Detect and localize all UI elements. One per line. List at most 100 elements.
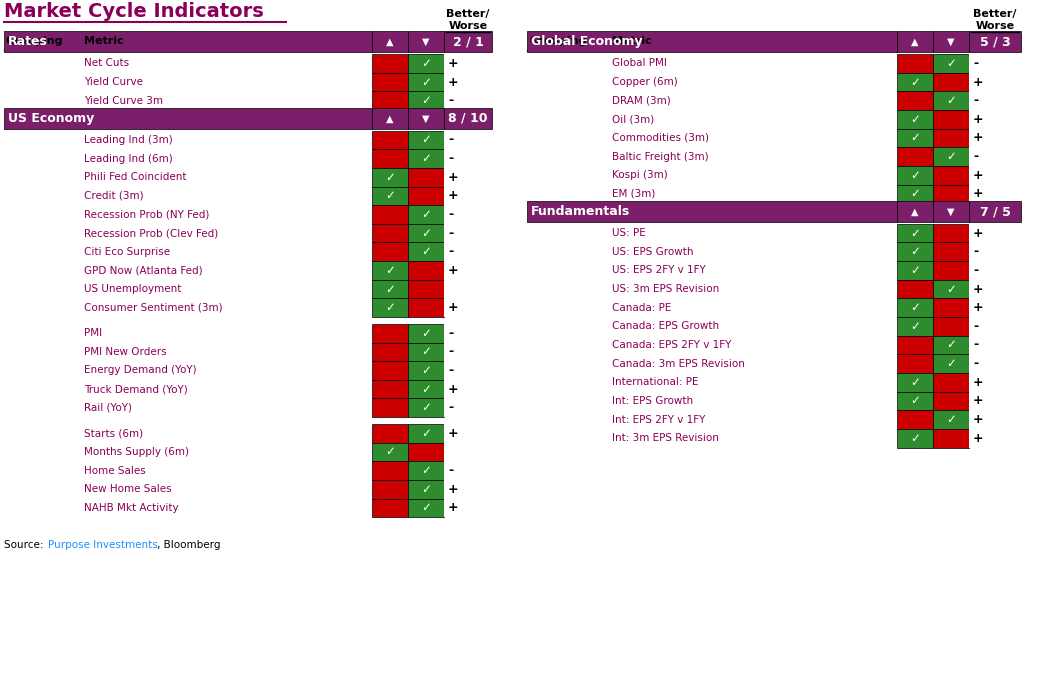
Bar: [372, 73, 408, 92]
Bar: [372, 443, 408, 461]
Text: Net Cuts: Net Cuts: [84, 58, 129, 68]
Text: ✓: ✓: [910, 75, 920, 88]
Bar: [372, 461, 408, 480]
Text: Months Supply (6m): Months Supply (6m): [84, 447, 189, 457]
Bar: [897, 354, 933, 373]
Bar: [897, 147, 933, 166]
Text: Purpose Investments: Purpose Investments: [48, 540, 158, 550]
Bar: [408, 324, 444, 343]
Text: -: -: [448, 345, 453, 358]
Bar: [897, 31, 933, 52]
Text: DRAM (3m): DRAM (3m): [612, 96, 671, 105]
Bar: [897, 261, 933, 280]
Text: +: +: [448, 382, 458, 395]
Bar: [372, 131, 408, 149]
Bar: [933, 336, 969, 354]
Bar: [408, 380, 444, 399]
Text: +: +: [448, 171, 458, 184]
Bar: [933, 54, 969, 73]
Bar: [408, 168, 444, 187]
Text: ✓: ✓: [910, 187, 920, 200]
Text: +: +: [973, 376, 984, 389]
Bar: [372, 361, 408, 380]
Bar: [372, 380, 408, 399]
Text: Global PMI: Global PMI: [612, 58, 667, 68]
Bar: [897, 92, 933, 110]
Bar: [933, 185, 969, 203]
Bar: [408, 131, 444, 149]
Bar: [4, 31, 372, 52]
Bar: [444, 399, 492, 417]
Text: Phili Fed Coincident: Phili Fed Coincident: [84, 172, 186, 182]
Text: US Economy: US Economy: [8, 111, 94, 124]
Bar: [933, 354, 969, 373]
Text: -: -: [973, 320, 979, 333]
Text: +: +: [448, 501, 458, 514]
Text: ✓: ✓: [421, 483, 431, 496]
Text: -: -: [973, 94, 979, 107]
Bar: [969, 166, 1021, 185]
Bar: [408, 443, 444, 461]
Text: ▲: ▲: [911, 207, 918, 217]
Bar: [444, 361, 492, 380]
Text: Grouping: Grouping: [529, 36, 586, 47]
Bar: [372, 31, 408, 52]
Text: 2 / 1: 2 / 1: [453, 36, 484, 49]
Bar: [372, 242, 408, 261]
Bar: [372, 298, 408, 317]
Text: ✓: ✓: [421, 226, 431, 239]
Text: , Bloomberg: , Bloomberg: [157, 540, 220, 550]
Text: Yield Curve: Yield Curve: [84, 77, 143, 87]
Bar: [933, 261, 969, 280]
Bar: [969, 54, 1021, 73]
Bar: [372, 261, 408, 280]
Text: ✓: ✓: [946, 357, 956, 370]
Text: Copper (6m): Copper (6m): [612, 77, 678, 87]
Bar: [933, 410, 969, 429]
Bar: [897, 224, 933, 242]
Text: ✓: ✓: [385, 264, 395, 277]
Text: +: +: [973, 187, 984, 200]
Text: ✓: ✓: [421, 345, 431, 358]
Text: ✓: ✓: [421, 464, 431, 477]
Bar: [969, 410, 1021, 429]
Bar: [969, 429, 1021, 447]
Bar: [408, 480, 444, 499]
Bar: [372, 399, 408, 417]
Bar: [4, 108, 372, 129]
Bar: [372, 149, 408, 168]
Text: US: 3m EPS Revision: US: 3m EPS Revision: [612, 284, 719, 294]
Text: +: +: [973, 395, 984, 408]
Bar: [897, 429, 933, 447]
Text: ✓: ✓: [421, 152, 431, 165]
Text: Int: EPS Growth: Int: EPS Growth: [612, 396, 693, 406]
Text: Recession Prob (NY Fed): Recession Prob (NY Fed): [84, 209, 209, 220]
Text: ✓: ✓: [946, 339, 956, 352]
Bar: [372, 54, 408, 73]
Bar: [444, 73, 492, 92]
Bar: [897, 110, 933, 129]
Bar: [444, 324, 492, 343]
Bar: [969, 224, 1021, 242]
Bar: [897, 298, 933, 317]
Text: Global Economy: Global Economy: [531, 36, 642, 49]
Bar: [408, 73, 444, 92]
Text: ✓: ✓: [421, 133, 431, 146]
Bar: [527, 31, 897, 52]
Text: ✓: ✓: [910, 432, 920, 445]
Bar: [372, 205, 408, 224]
Text: -: -: [448, 226, 453, 239]
Bar: [444, 205, 492, 224]
Text: ✓: ✓: [946, 413, 956, 426]
Text: Energy Demand (YoY): Energy Demand (YoY): [84, 365, 197, 376]
Text: -: -: [448, 402, 453, 415]
Text: -: -: [448, 327, 453, 340]
Text: Leading Ind (3m): Leading Ind (3m): [84, 135, 172, 145]
Text: Leading Ind (6m): Leading Ind (6m): [84, 153, 172, 163]
Text: ✓: ✓: [385, 171, 395, 184]
Bar: [372, 280, 408, 298]
Bar: [897, 410, 933, 429]
Text: Oil (3m): Oil (3m): [612, 114, 654, 124]
Bar: [444, 131, 492, 149]
Text: US Unemployment: US Unemployment: [84, 284, 181, 294]
